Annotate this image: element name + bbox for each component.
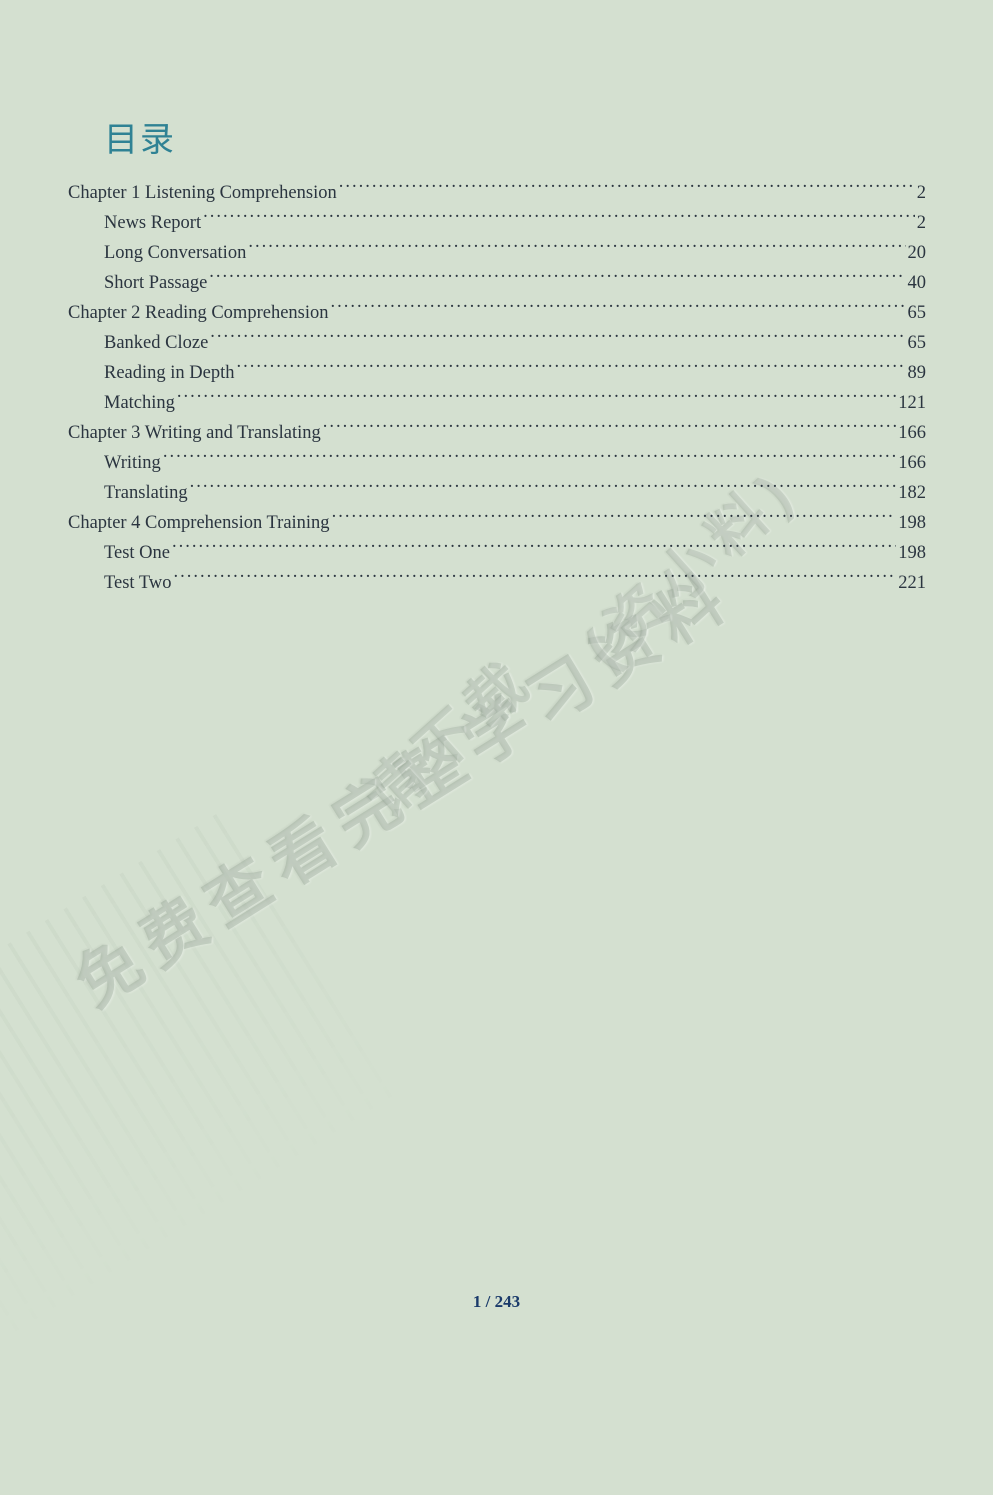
toc-leader-dots <box>203 209 915 228</box>
toc-entry-label: Chapter 2 Reading Comprehension <box>68 299 329 329</box>
toc-entry-label: Chapter 4 Comprehension Training <box>68 509 330 539</box>
toc-entry-page: 40 <box>908 269 927 299</box>
watermark-stripes <box>0 806 494 1495</box>
toc-row: Chapter 4 Comprehension Training 198 <box>68 509 926 539</box>
toc-entries: Chapter 1 Listening Comprehension2News R… <box>68 179 926 599</box>
toc-row: Reading in Depth 89 <box>68 359 926 389</box>
toc-entry-label: News Report <box>68 209 201 239</box>
toc-entry-label: Short Passage <box>68 269 207 299</box>
toc-row: Chapter 3 Writing and Translating 166 <box>68 419 926 449</box>
toc-leader-dots <box>177 389 896 408</box>
toc-leader-dots <box>248 239 905 258</box>
page-content: 目录 Chapter 1 Listening Comprehension2New… <box>68 112 926 599</box>
toc-entry-page: 20 <box>908 239 927 269</box>
toc-leader-dots <box>172 539 896 558</box>
toc-row: News Report 2 <box>68 209 926 239</box>
toc-row: Test Two 221 <box>68 569 926 599</box>
toc-entry-page: 89 <box>908 359 927 389</box>
watermark-text-2: 请下载 <box>342 634 550 833</box>
toc-entry-page: 198 <box>898 509 926 539</box>
toc-row: Writing 166 <box>68 449 926 479</box>
toc-entry-label: Matching <box>68 389 175 419</box>
toc-title: 目录 <box>104 112 926 161</box>
toc-entry-label: Test Two <box>68 569 171 599</box>
toc-entry-label: Banked Cloze <box>68 329 208 359</box>
toc-row: Long Conversation 20 <box>68 239 926 269</box>
toc-leader-dots <box>332 509 897 528</box>
toc-leader-dots <box>339 180 915 199</box>
toc-leader-dots <box>323 419 896 438</box>
toc-leader-dots <box>237 359 906 378</box>
toc-entry-label: Chapter 3 Writing and Translating <box>68 419 321 449</box>
toc-entry-label: Long Conversation <box>68 239 246 269</box>
toc-leader-dots <box>163 449 896 468</box>
toc-leader-dots <box>210 329 905 348</box>
toc-entry-label: Chapter 1 Listening Comprehension <box>68 179 337 209</box>
page-footer: 1 / 243 <box>0 1292 993 1312</box>
toc-entry-page: 198 <box>898 539 926 569</box>
toc-entry-page: 65 <box>908 329 927 359</box>
toc-row: Short Passage 40 <box>68 269 926 299</box>
toc-entry-label: Translating <box>68 479 188 509</box>
toc-row: Chapter 1 Listening Comprehension 2 <box>68 179 926 209</box>
toc-entry-label: Reading in Depth <box>68 359 235 389</box>
toc-leader-dots <box>173 569 896 588</box>
toc-entry-page: 2 <box>917 179 926 209</box>
toc-entry-label: Test One <box>68 539 170 569</box>
toc-entry-page: 166 <box>898 419 926 449</box>
toc-leader-dots <box>331 299 906 318</box>
toc-row: Translating 182 <box>68 479 926 509</box>
watermark-text-1: 免费查看完整学习资料 <box>56 544 749 1025</box>
toc-entry-page: 221 <box>898 569 926 599</box>
toc-leader-dots <box>209 269 905 288</box>
toc-leader-dots <box>190 479 897 498</box>
toc-entry-page: 2 <box>917 209 926 239</box>
toc-row: Banked Cloze 65 <box>68 329 926 359</box>
toc-entry-page: 65 <box>908 299 927 329</box>
toc-row: Matching 121 <box>68 389 926 419</box>
toc-entry-page: 121 <box>898 389 926 419</box>
toc-entry-page: 182 <box>898 479 926 509</box>
toc-entry-page: 166 <box>898 449 926 479</box>
toc-row: Test One 198 <box>68 539 926 569</box>
toc-row: Chapter 2 Reading Comprehension 65 <box>68 299 926 329</box>
toc-entry-label: Writing <box>68 449 161 479</box>
